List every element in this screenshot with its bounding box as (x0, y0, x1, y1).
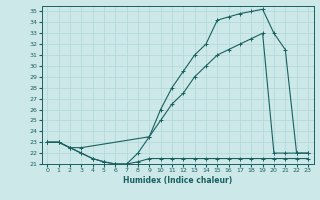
X-axis label: Humidex (Indice chaleur): Humidex (Indice chaleur) (123, 176, 232, 185)
